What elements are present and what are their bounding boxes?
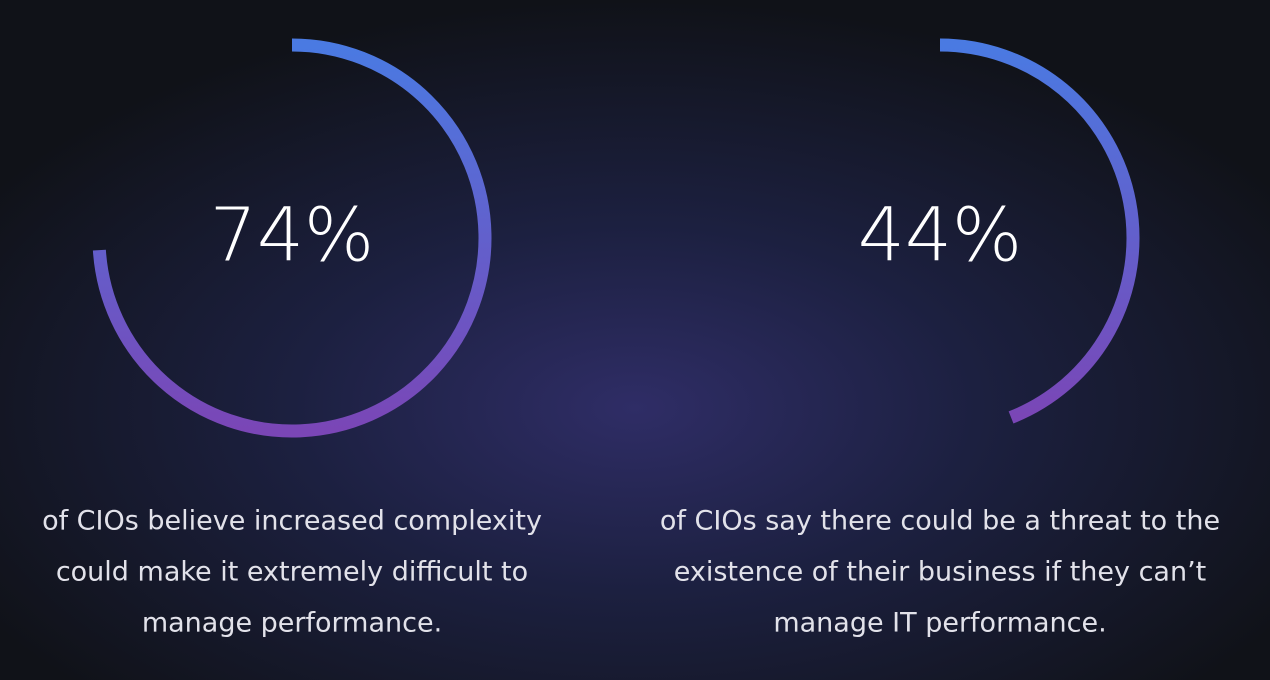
caption-line: existence of their business if they can’… — [674, 557, 1207, 588]
caption-line: of CIOs say there could be a threat to t… — [660, 506, 1220, 537]
gauge-value-label: 44% — [858, 193, 1022, 279]
caption-line: could make it extremely difficult to — [56, 557, 528, 588]
caption-line: of CIOs believe increased complexity — [42, 506, 542, 537]
gauge-value-label: 74% — [210, 193, 374, 279]
caption-line: manage IT performance. — [773, 608, 1106, 639]
gauge-arc — [939, 38, 1140, 424]
gauge-arc — [92, 38, 492, 438]
caption-line: manage performance. — [142, 608, 442, 639]
